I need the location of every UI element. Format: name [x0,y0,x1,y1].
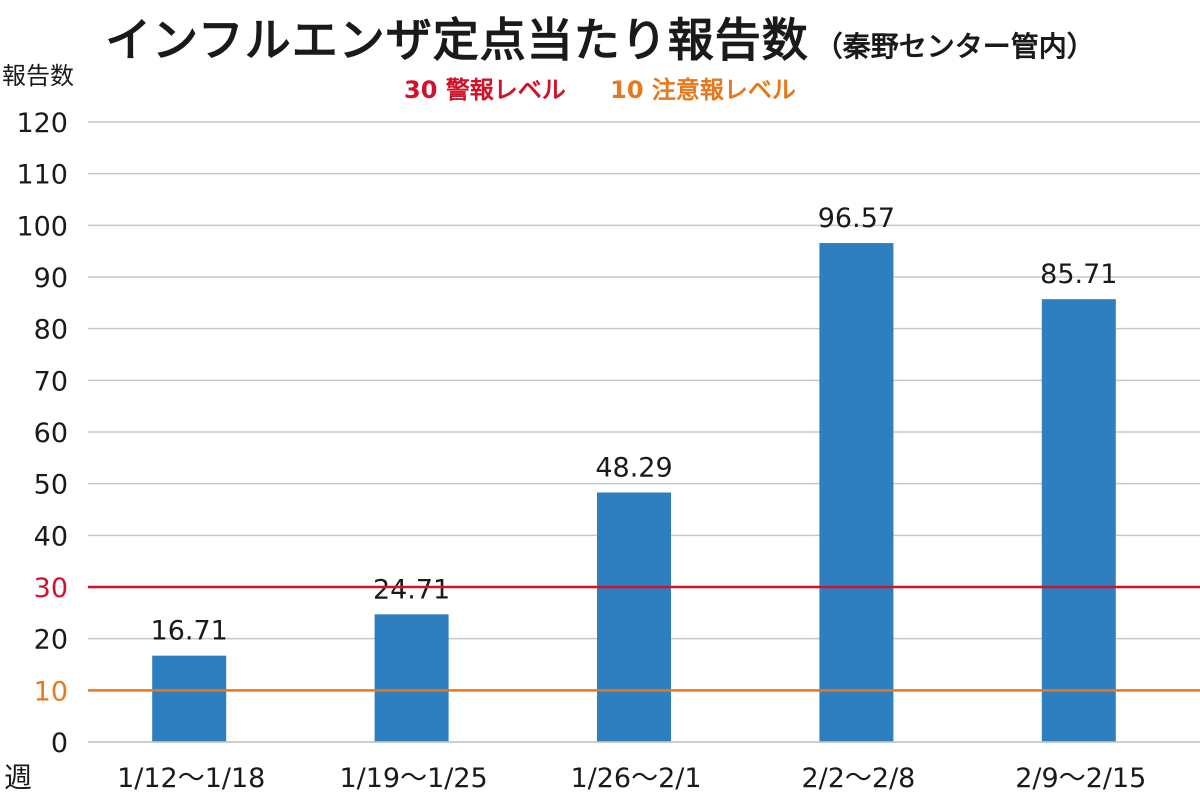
bar [819,243,894,742]
y-tick-label: 50 [34,470,68,501]
y-tick-label: 20 [34,625,68,656]
data-label: 16.71 [151,616,228,647]
legend-item-warning: 30 警報レベル [404,76,566,104]
x-tick-label: 1/19～1/25 [339,763,487,794]
y-axis-label: 報告数 [2,62,74,90]
x-tick-label: 1/12～1/18 [117,763,265,794]
legend-item-advisory: 10 注意報レベル [610,76,796,104]
chart-subtitle: （秦野センター管内） [814,30,1095,63]
data-label: 85.71 [1040,259,1117,290]
chart-title-row: インフルエンザ定点当たり報告数 （秦野センター管内） [0,4,1200,70]
y-tick-label: 0 [51,728,68,759]
y-tick-label: 80 [34,315,68,346]
bar [152,655,227,742]
bar [374,614,449,742]
bar [597,492,671,742]
y-tick-label: 60 [34,418,68,449]
bar [1041,299,1116,742]
data-label: 24.71 [373,574,450,605]
y-tick-label: 120 [16,108,68,139]
x-tick-label: 2/2～2/8 [801,763,915,794]
y-tick-label: 10 [34,676,68,707]
y-tick-label: 100 [16,211,68,242]
chart-legend: 30 警報レベル 10 注意報レベル [0,70,1200,105]
y-tick-label: 70 [34,366,68,397]
chart-title: インフルエンザ定点当たり報告数 [105,13,809,67]
data-label: 48.29 [595,453,672,484]
x-tick-label: 1/26～2/1 [570,763,701,794]
x-axis-label: 週 [4,761,33,794]
x-tick-label: 2/9～2/15 [1015,763,1146,794]
data-label: 96.57 [818,203,895,234]
y-tick-label: 90 [34,263,68,294]
y-tick-label: 30 [34,573,68,604]
y-tick-label: 110 [16,160,68,191]
y-tick-label: 40 [34,521,68,552]
